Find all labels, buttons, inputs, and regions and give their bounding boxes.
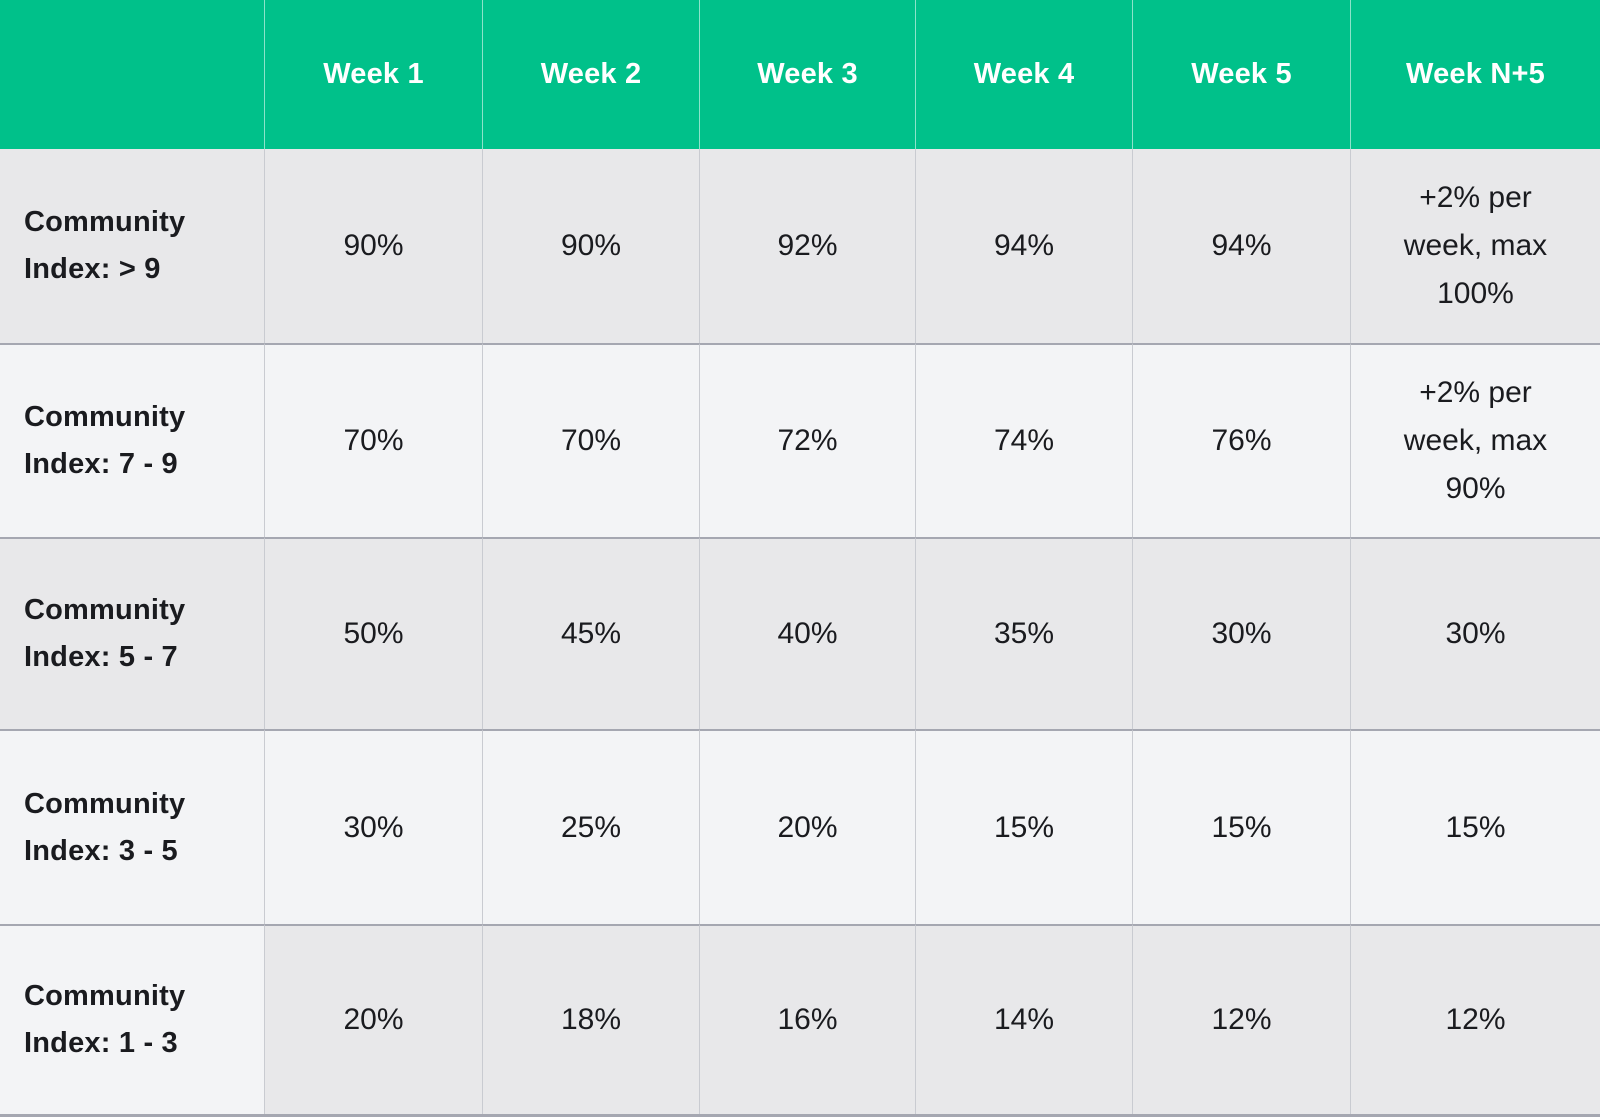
value-cell: 90% (265, 149, 483, 343)
header-week-4: Week 4 (916, 0, 1133, 149)
header-week-n5: Week N+5 (1351, 0, 1600, 149)
value-cell: 94% (916, 149, 1133, 343)
header-week-2-label: Week 2 (540, 58, 642, 90)
value-cell: +2% per week, max 100% (1351, 149, 1600, 343)
header-week-3-label: Week 3 (757, 58, 858, 90)
value-cell: 50% (265, 537, 483, 729)
value-cell: 30% (265, 729, 483, 924)
value-cell: 20% (700, 729, 916, 924)
value-cell: 45% (483, 537, 700, 729)
value-cell: 94% (1133, 149, 1351, 343)
header-week-1: Week 1 (265, 0, 483, 149)
corner-header-cell (0, 0, 265, 149)
value-cell: 16% (700, 924, 916, 1114)
value-cell: 72% (700, 343, 916, 537)
header-week-1-label: Week 1 (323, 58, 424, 90)
row-label: Community Index: > 9 (0, 149, 265, 343)
value-cell: 74% (916, 343, 1133, 537)
value-cell: 30% (1351, 537, 1600, 729)
header-week-3: Week 3 (700, 0, 916, 149)
value-cell: 12% (1351, 924, 1600, 1114)
value-cell: 70% (483, 343, 700, 537)
value-cell: 92% (700, 149, 916, 343)
value-cell: 76% (1133, 343, 1351, 537)
row-label: Community Index: 1 - 3 (0, 924, 265, 1114)
value-cell: 20% (265, 924, 483, 1114)
value-cell: 40% (700, 537, 916, 729)
header-week-2: Week 2 (483, 0, 700, 149)
value-cell: 18% (483, 924, 700, 1114)
value-cell: 25% (483, 729, 700, 924)
value-cell: 30% (1133, 537, 1351, 729)
row-label: Community Index: 7 - 9 (0, 343, 265, 537)
value-cell: 12% (1133, 924, 1351, 1114)
header-week-5: Week 5 (1133, 0, 1351, 149)
header-week-4-label: Week 4 (973, 58, 1075, 90)
header-week-5-label: Week 5 (1191, 58, 1292, 90)
value-cell: 15% (916, 729, 1133, 924)
value-cell: 14% (916, 924, 1133, 1114)
value-cell: 15% (1351, 729, 1600, 924)
value-cell: 70% (265, 343, 483, 537)
value-cell: +2% per week, max 90% (1351, 343, 1600, 537)
value-cell: 15% (1133, 729, 1351, 924)
row-label: Community Index: 5 - 7 (0, 537, 265, 729)
header-week-n5-label: Week N+5 (1406, 58, 1545, 90)
value-cell: 90% (483, 149, 700, 343)
row-label: Community Index: 3 - 5 (0, 729, 265, 924)
value-cell: 35% (916, 537, 1133, 729)
